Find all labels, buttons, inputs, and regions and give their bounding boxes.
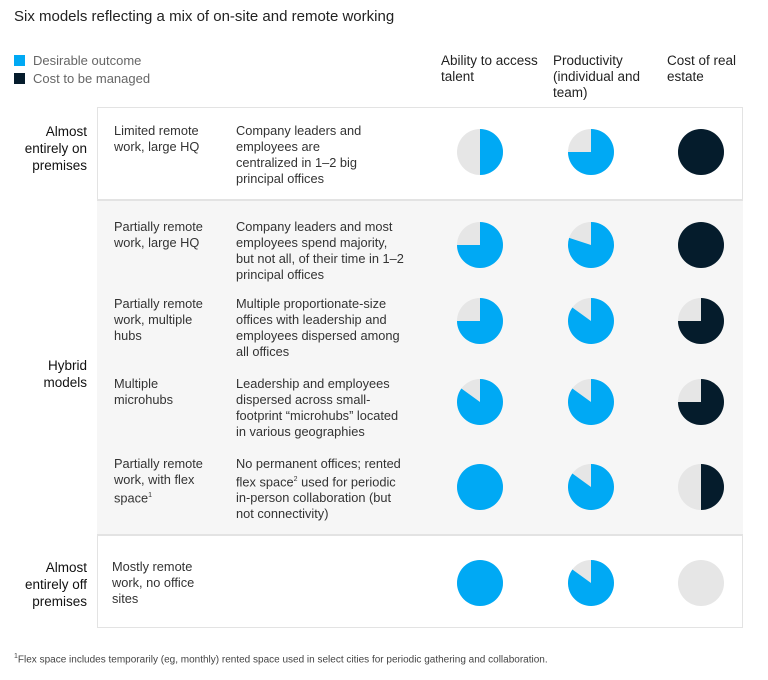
ball-fill [678, 298, 724, 344]
harvey-ball-real-estate [678, 222, 724, 268]
ball-fill [568, 129, 614, 175]
model-description: Company leaders and employees are centra… [236, 123, 362, 186]
harvey-ball-talent [457, 464, 503, 510]
model-description: No permanent offices; rented flex space2… [236, 456, 406, 522]
harvey-ball-talent [457, 560, 503, 606]
chart-title: Six models reflecting a mix of on-site a… [14, 8, 395, 25]
description-text: No permanent offices; rented flex space [236, 456, 401, 490]
footnote-text: Flex space includes temporarily (eg, mon… [17, 654, 548, 666]
column-header-real-estate: Cost of real estate [667, 53, 737, 84]
section-off-premises: Almost entirely off premises [24, 560, 87, 609]
model-label: Partially remote work, large HQ [114, 219, 203, 250]
model-description: Leadership and employees dispersed acros… [236, 376, 399, 439]
ball-fill [678, 129, 724, 175]
harvey-ball-real-estate [678, 464, 724, 510]
column-header-talent: Ability to access talent [441, 53, 538, 84]
model-label: Limited remote work, large HQ [114, 123, 200, 154]
harvey-ball-real-estate [678, 379, 724, 425]
harvey-ball-productivity [568, 129, 614, 175]
harvey-ball-productivity [567, 379, 614, 425]
ball-fill [567, 464, 614, 510]
harvey-ball-productivity [567, 560, 614, 606]
ball-fill [678, 379, 724, 425]
harvey-ball-real-estate [678, 298, 724, 344]
ball-fill [457, 222, 503, 268]
model-label: Partially remote work, multiple hubs [114, 296, 203, 343]
section-hybrid: Hybrid models [43, 358, 87, 390]
harvey-ball-talent [457, 129, 503, 175]
model-label-text: Partially remote work, with flex space [114, 456, 203, 506]
ball-fill [567, 298, 614, 344]
footnote-marker: 1 [14, 653, 18, 660]
ball-fill [456, 379, 503, 425]
legend-swatch [14, 55, 25, 66]
harvey-ball-talent [457, 298, 503, 344]
footnote-marker: 1 [148, 492, 153, 499]
ball-fill [457, 464, 503, 510]
harvey-ball-real-estate [678, 560, 724, 606]
ball-fill [567, 560, 614, 606]
model-label: Partially remote work, with flex space1 [114, 456, 214, 506]
harvey-ball-productivity [567, 464, 614, 510]
model-label: Multiple microhubs [114, 376, 174, 407]
column-header-productivity: Productivity (individual and team) [553, 53, 641, 100]
harvey-ball-talent [456, 379, 503, 425]
footnote-marker: 2 [293, 476, 298, 483]
section-on-premises: Almost entirely on premises [24, 124, 87, 173]
footnote: 1Flex space includes temporarily (eg, mo… [14, 653, 548, 665]
ball-background [678, 560, 724, 606]
legend-label: Desirable outcome [33, 53, 142, 68]
harvey-ball-productivity [568, 222, 615, 268]
legend-swatch [14, 73, 25, 84]
model-label: Mostly remote work, no office sites [112, 559, 195, 606]
model-description: Company leaders and most employees spend… [236, 219, 404, 282]
description-text: used for periodic in-person collaboratio… [236, 474, 396, 522]
ball-fill [567, 379, 614, 425]
ball-fill [457, 560, 503, 606]
model-description: Multiple proportionate-size offices with… [236, 296, 400, 359]
ball-fill [701, 464, 724, 510]
ball-fill [568, 222, 615, 268]
harvey-ball-productivity [567, 298, 614, 344]
ball-fill [480, 129, 503, 175]
legend-desirable: Desirable outcome [14, 53, 141, 68]
harvey-ball-real-estate [678, 129, 724, 175]
ball-fill [457, 298, 503, 344]
hybrid-band [97, 199, 743, 536]
ball-fill [678, 222, 724, 268]
legend-cost: Cost to be managed [14, 71, 150, 86]
harvey-ball-talent [457, 222, 503, 268]
legend-label: Cost to be managed [33, 71, 151, 86]
